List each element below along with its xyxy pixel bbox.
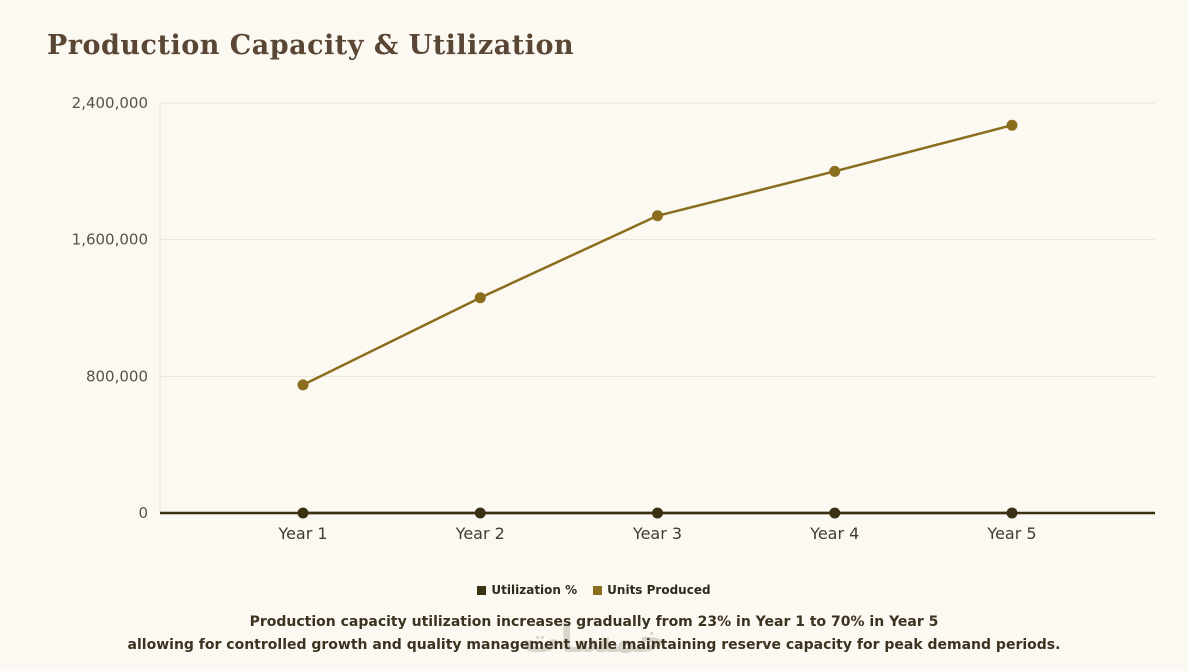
line-chart: 0 800,000 1,600,000 2,400,000 Year 1 Year 2 Ye… xyxy=(72,94,1155,543)
data-point-utilization xyxy=(1006,507,1018,519)
units-produced-swatch-icon xyxy=(593,585,603,595)
data-point-utilization xyxy=(652,507,663,519)
x-axis-label: Year 5 xyxy=(986,524,1036,543)
data-point-units-produced xyxy=(1006,119,1018,131)
x-axis-label: Year 3 xyxy=(632,524,682,543)
utilization-swatch-icon xyxy=(477,585,487,595)
legend-label-units-produced: Units Produced xyxy=(607,583,711,597)
x-axis-label: Year 2 xyxy=(455,524,505,543)
y-axis-tick-label: 0 xyxy=(138,504,148,522)
data-point-utilization xyxy=(474,507,486,519)
y-axis-tick-label: 2,400,000 xyxy=(72,94,148,112)
data-point-units-produced xyxy=(297,379,309,391)
data-point-units-produced xyxy=(652,210,663,222)
data-point-units-produced xyxy=(474,292,486,304)
legend: Utilization % Units Produced xyxy=(0,583,1188,597)
data-point-utilization xyxy=(297,507,309,519)
x-axis-label: Year 1 xyxy=(277,524,327,543)
data-point-units-produced xyxy=(829,165,841,177)
x-axis-label: Year 4 xyxy=(809,524,859,543)
y-axis-tick-label: 1,600,000 xyxy=(72,231,148,249)
data-point-utilization xyxy=(829,507,841,519)
chart-title: Production Capacity & Utilization xyxy=(47,30,575,61)
caption-line-2: allowing for controlled growth and quali… xyxy=(127,637,1061,653)
series-line-units-produced xyxy=(302,123,1013,386)
y-axis-tick-label: 800,000 xyxy=(86,367,148,385)
caption-line-1: Production capacity utilization increase… xyxy=(249,614,939,630)
legend-item-utilization: Utilization % xyxy=(477,583,577,597)
legend-label-utilization: Utilization % xyxy=(491,583,578,597)
watermark: خمسات xyxy=(522,617,666,661)
chart-caption: Production capacity utilization increase… xyxy=(0,611,1188,657)
legend-item-units-produced: Units Produced xyxy=(593,583,711,597)
